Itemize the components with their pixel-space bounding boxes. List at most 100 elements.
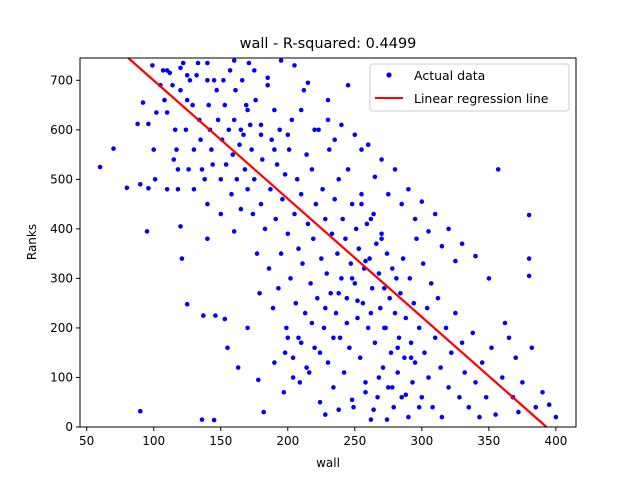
data-point: [328, 291, 334, 296]
data-point: [332, 196, 338, 202]
data-point: [296, 335, 301, 341]
data-point: [222, 316, 228, 322]
data-point: [457, 395, 462, 400]
data-point: [199, 167, 205, 172]
data-point: [178, 65, 183, 71]
data-point: [473, 253, 478, 259]
data-point: [363, 380, 368, 385]
data-point: [365, 325, 371, 331]
data-point: [349, 397, 355, 403]
data-point: [170, 82, 175, 88]
data-point: [353, 226, 359, 232]
data-point: [255, 377, 261, 383]
data-point: [199, 417, 205, 422]
data-point: [288, 276, 293, 281]
data-point: [506, 335, 512, 341]
data-point: [368, 310, 374, 316]
data-point: [368, 417, 374, 422]
data-point: [135, 121, 140, 127]
data-point: [400, 256, 406, 261]
data-point: [411, 300, 417, 306]
data-point: [368, 216, 374, 222]
data-point: [285, 335, 291, 341]
y-tick-label: 700: [50, 73, 73, 87]
data-point: [398, 291, 403, 296]
data-point: [312, 345, 317, 351]
data-point: [321, 325, 327, 331]
data-point: [258, 201, 264, 207]
data-point: [225, 345, 230, 351]
data-point: [202, 177, 207, 182]
data-point: [349, 201, 355, 207]
data-point: [221, 78, 226, 83]
data-point: [412, 216, 418, 222]
data-point: [254, 251, 260, 256]
data-point: [449, 350, 454, 356]
data-point: [239, 78, 245, 83]
data-point: [526, 212, 532, 218]
data-point: [151, 147, 156, 152]
data-point: [218, 177, 224, 182]
data-point: [406, 187, 411, 192]
data-point: [344, 295, 350, 301]
data-point: [178, 87, 183, 93]
data-point: [407, 276, 413, 281]
data-point: [352, 281, 358, 286]
data-point: [171, 157, 177, 162]
data-point: [252, 177, 257, 182]
data-point: [292, 211, 297, 217]
data-point: [184, 301, 190, 307]
data-point: [466, 404, 472, 410]
data-point: [500, 375, 505, 380]
data-point: [211, 417, 217, 423]
data-point: [138, 408, 143, 414]
data-point: [502, 320, 508, 326]
data-point: [382, 286, 387, 291]
data-point: [206, 102, 211, 108]
data-point: [184, 73, 190, 78]
data-point: [395, 370, 401, 375]
data-point: [229, 191, 234, 197]
data-point: [323, 305, 328, 311]
data-point: [282, 350, 288, 356]
data-point: [438, 365, 443, 370]
data-point: [309, 167, 315, 172]
data-point: [345, 82, 351, 88]
data-point: [379, 236, 384, 242]
data-point: [394, 276, 399, 281]
data-point: [194, 73, 199, 78]
data-point: [443, 325, 449, 331]
data-point: [382, 325, 387, 331]
data-point: [332, 137, 338, 142]
data-point: [231, 117, 237, 123]
data-point: [243, 102, 249, 108]
data-point: [262, 226, 268, 232]
data-point: [317, 399, 323, 405]
data-point: [213, 313, 218, 318]
data-point: [230, 152, 236, 157]
data-point: [462, 370, 468, 375]
data-point: [289, 117, 295, 123]
x-tick-label: 50: [79, 434, 94, 448]
data-point: [222, 102, 228, 108]
data-point: [395, 345, 401, 351]
data-point: [356, 246, 362, 251]
data-point: [111, 146, 116, 151]
legend-label-regression-line: Linear regression line: [414, 91, 549, 106]
data-point: [252, 68, 257, 73]
data-point: [339, 276, 344, 281]
data-point: [97, 164, 103, 170]
data-point: [408, 340, 414, 346]
data-point: [540, 390, 545, 395]
data-point: [210, 162, 215, 167]
legend-box: [369, 63, 570, 112]
data-point: [266, 266, 272, 271]
data-point: [459, 340, 465, 346]
data-point: [154, 110, 159, 115]
data-point: [257, 291, 262, 296]
data-point: [276, 286, 281, 291]
data-point: [179, 256, 185, 261]
data-point: [390, 266, 395, 271]
data-point: [371, 211, 376, 217]
